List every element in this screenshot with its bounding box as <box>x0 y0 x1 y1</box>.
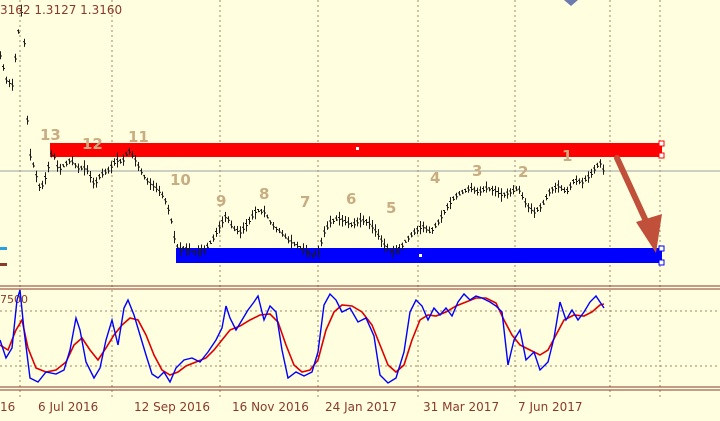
wave-label-8: 8 <box>259 185 269 203</box>
support-zone-corner-bottom[interactable] <box>658 259 665 266</box>
wave-label-2: 2 <box>518 163 528 181</box>
wave-label-10: 10 <box>170 171 191 189</box>
x-axis-label: 12 Sep 2016 <box>134 400 210 414</box>
wave-label-3: 3 <box>472 162 482 180</box>
wave-label-11: 11 <box>128 128 149 146</box>
wave-labels: 13 12 11 10 9 8 7 6 5 4 3 2 1 <box>40 126 572 217</box>
wave-label-13: 13 <box>40 126 61 144</box>
wave-label-5: 5 <box>386 199 396 217</box>
x-axis-label: 6 Jul 2016 <box>38 400 98 414</box>
x-axis-label: 31 Mar 2017 <box>423 400 499 414</box>
x-axis-label: 7 Jun 2017 <box>518 400 583 414</box>
left-price-marker-red <box>0 263 7 266</box>
vertical-gridlines <box>19 0 661 400</box>
chevron-down-icon[interactable] <box>564 0 578 6</box>
wave-label-9: 9 <box>216 192 226 210</box>
x-axis-labels: 16 6 Jul 2016 12 Sep 2016 16 Nov 2016 24 Jan… <box>0 400 583 414</box>
wave-label-7: 7 <box>300 193 310 211</box>
stochastic-signal-line <box>0 297 605 376</box>
left-price-marker-blue <box>0 247 7 250</box>
wave-label-6: 6 <box>346 190 356 208</box>
price-readout: 3162 1.3127 1.3160 <box>0 3 122 17</box>
x-axis-label: 16 <box>0 400 15 414</box>
wave-label-4: 4 <box>430 169 440 187</box>
support-zone-corner-top[interactable] <box>658 245 665 252</box>
resistance-zone-corner-top[interactable] <box>658 140 665 147</box>
stochastic-main-line <box>0 289 605 384</box>
price-bars <box>0 4 605 259</box>
support-zone-handle[interactable] <box>419 254 422 257</box>
resistance-zone-handle[interactable] <box>356 147 359 150</box>
wave-label-12: 12 <box>82 135 103 153</box>
x-axis-label: 16 Nov 2016 <box>232 400 309 414</box>
indicator-label: 7500 <box>0 293 28 306</box>
x-axis-label: 24 Jan 2017 <box>325 400 397 414</box>
resistance-zone-corner-bottom[interactable] <box>658 152 665 159</box>
wave-label-1: 1 <box>562 147 572 165</box>
forecast-arrow <box>614 155 662 253</box>
